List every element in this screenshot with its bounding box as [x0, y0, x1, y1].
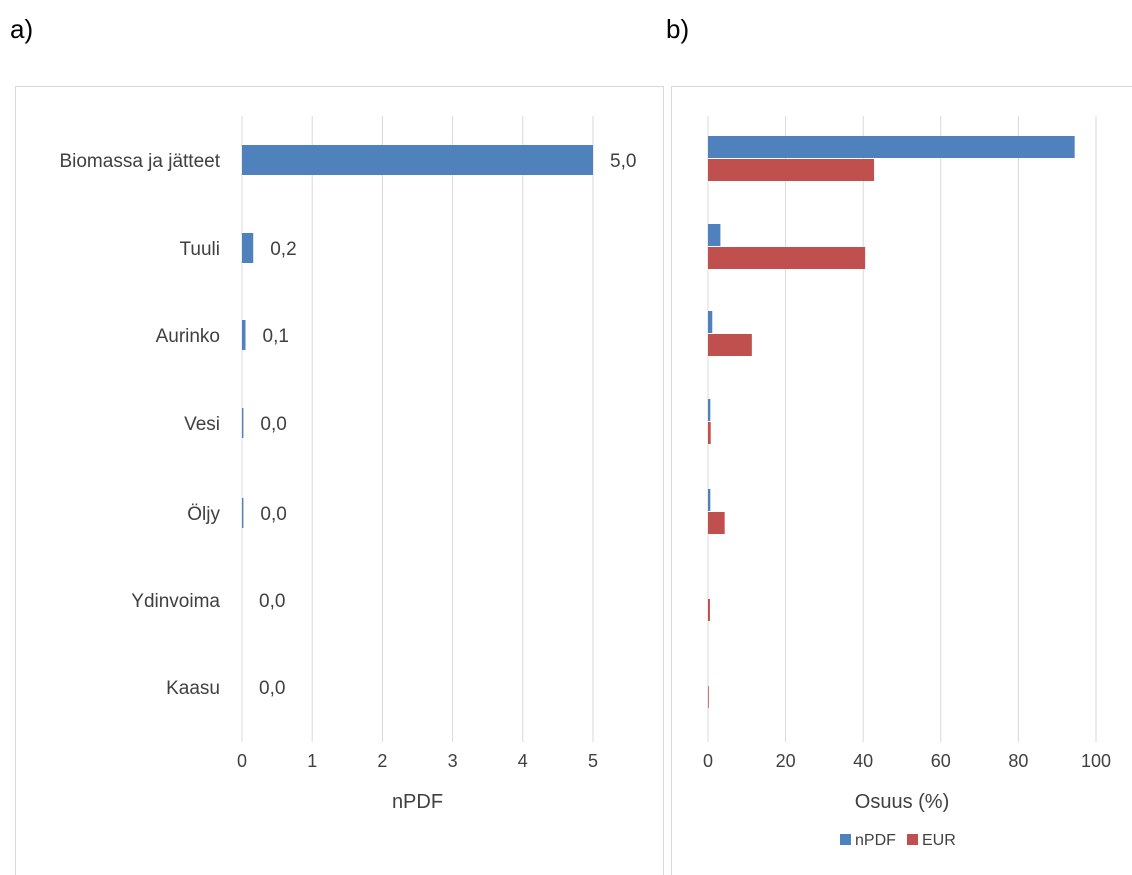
data-label: 0,0: [260, 414, 286, 435]
category-label: Kaasu: [166, 678, 220, 699]
bar-eur: [708, 334, 752, 356]
x-tick-label: 80: [1008, 751, 1028, 771]
bar: [242, 233, 254, 263]
x-tick-label: 20: [776, 751, 796, 771]
category-label: Ydinvoima: [131, 591, 220, 612]
x-tick-label: 5: [588, 751, 598, 771]
legend-swatch: [907, 834, 918, 845]
category-label: Biomassa ja jätteet: [59, 151, 220, 172]
x-axis-title: nPDF: [392, 791, 443, 813]
legend-label: nPDF: [855, 832, 896, 849]
category-label: Tuuli: [180, 239, 220, 260]
data-label: 0,0: [259, 591, 285, 612]
legend-label: EUR: [922, 832, 956, 849]
category-label: Aurinko: [156, 326, 220, 347]
bar-npdf: [708, 399, 711, 421]
data-label: 0,2: [270, 239, 296, 260]
x-tick-label: 100: [1081, 751, 1111, 771]
legend-swatch: [840, 834, 851, 845]
x-tick-label: 40: [853, 751, 873, 771]
category-label: Vesi: [184, 414, 220, 435]
bar-eur: [708, 686, 709, 708]
chart-b-frame: [671, 86, 1132, 875]
x-tick-label: 3: [448, 751, 458, 771]
bar-npdf: [708, 311, 713, 333]
bar-eur: [708, 512, 725, 534]
chart-a-frame: [15, 86, 664, 875]
category-label: Öljy: [187, 504, 220, 525]
data-label: 5,0: [610, 151, 636, 172]
x-tick-label: 2: [377, 751, 387, 771]
bar-eur: [708, 599, 710, 621]
bar: [242, 145, 593, 175]
x-tick-label: 1: [307, 751, 317, 771]
bar-eur: [708, 247, 866, 269]
x-axis-title: Osuus (%): [855, 791, 949, 813]
bar-npdf: [708, 489, 711, 511]
panel-a-label: a): [10, 14, 34, 44]
x-tick-label: 0: [703, 751, 713, 771]
bar: [242, 320, 246, 350]
bar-npdf: [708, 224, 721, 246]
bar: [242, 408, 244, 438]
data-label: 0,0: [259, 678, 285, 699]
bar-eur: [708, 422, 711, 444]
bar-eur: [708, 159, 875, 181]
x-tick-label: 0: [237, 751, 247, 771]
panel-b-label: b): [666, 14, 690, 44]
data-label: 0,0: [260, 504, 286, 525]
x-tick-label: 60: [931, 751, 951, 771]
bar: [242, 498, 244, 528]
data-label: 0,1: [263, 326, 289, 347]
bar-npdf: [708, 136, 1075, 158]
x-tick-label: 4: [518, 751, 528, 771]
